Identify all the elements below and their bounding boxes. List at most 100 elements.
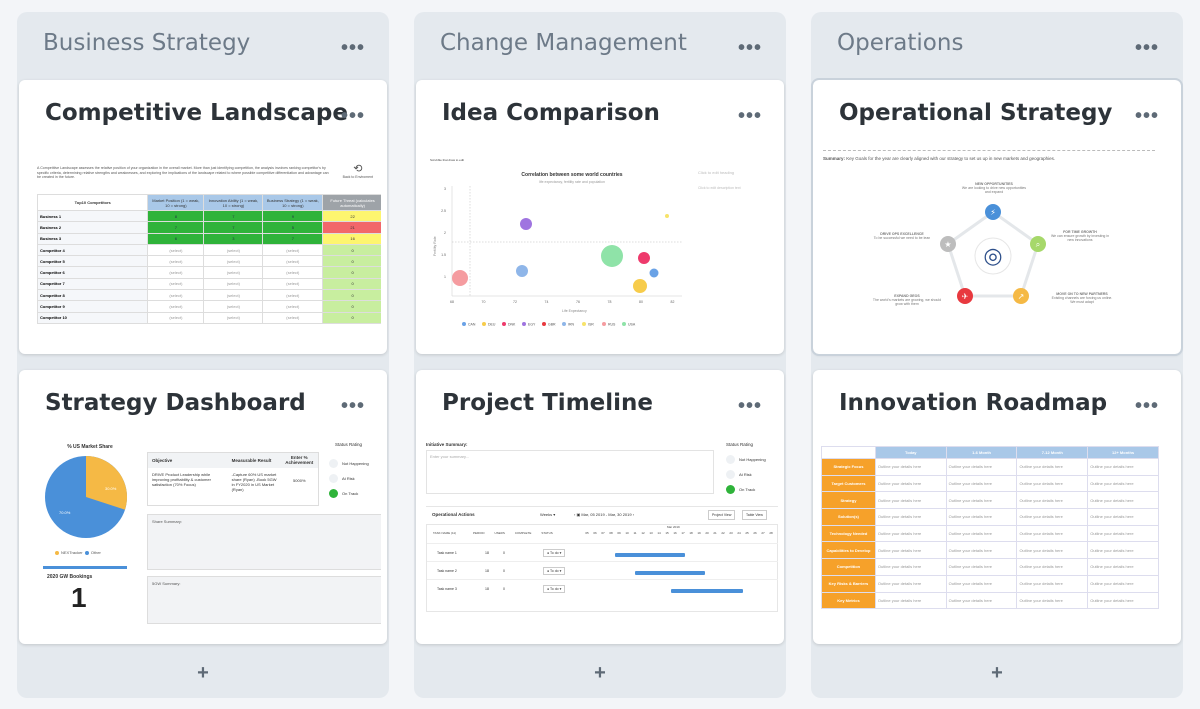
card-strategy-dashboard[interactable]: Strategy Dashboard ••• % US Market Share… xyxy=(19,370,387,644)
gantt-bar[interactable] xyxy=(615,553,685,557)
date-range[interactable]: ‹ ▣ Mar, 05 2019 - Mar, 30 2019 › xyxy=(574,512,635,517)
rating-select[interactable]: 7 xyxy=(203,209,264,223)
node-expand-geos[interactable] xyxy=(957,288,973,304)
card-menu-icon[interactable]: ••• xyxy=(737,105,762,127)
roadmap-cell[interactable]: Outline your details here xyxy=(1087,508,1159,526)
roadmap-cell[interactable]: Outline your details here xyxy=(945,508,1018,526)
rating-select[interactable]: (select) xyxy=(203,243,264,257)
rating-select[interactable]: 7 xyxy=(203,221,264,234)
roadmap-cell[interactable]: Outline your details here xyxy=(1016,474,1089,493)
rating-select[interactable]: 3 xyxy=(203,232,264,245)
initiative-input[interactable]: Enter your summary... xyxy=(426,450,714,494)
roadmap-cell[interactable]: Outline your details here xyxy=(945,558,1018,576)
column-menu-icon[interactable]: ••• xyxy=(340,37,365,59)
status-dot[interactable] xyxy=(726,470,735,480)
node-growth[interactable] xyxy=(1030,236,1046,252)
rating-select[interactable]: (select) xyxy=(147,243,205,257)
bubble-isr[interactable] xyxy=(665,214,669,218)
card-menu-icon[interactable]: ••• xyxy=(1134,395,1159,417)
card-menu-icon[interactable]: ••• xyxy=(737,395,762,417)
roadmap-cell[interactable]: Outline your details here xyxy=(1087,574,1159,593)
card-operational-strategy[interactable]: Operational Strategy ••• Summary: Key Go… xyxy=(811,78,1183,356)
roadmap-cell[interactable]: Outline your details here xyxy=(874,491,947,510)
rating-select[interactable]: (select) xyxy=(262,289,324,302)
node-new-opportunities[interactable] xyxy=(985,204,1001,220)
column-menu-icon[interactable]: ••• xyxy=(737,37,762,59)
card-menu-icon[interactable]: ••• xyxy=(1134,105,1159,127)
rating-select[interactable]: 7 xyxy=(147,221,205,234)
gantt-bar[interactable] xyxy=(635,571,705,575)
roadmap-cell[interactable]: Outline your details here xyxy=(1016,591,1089,610)
rating-select[interactable]: 6 xyxy=(147,232,205,245)
rating-select[interactable]: (select) xyxy=(203,311,264,324)
project-view-button[interactable]: Project View xyxy=(708,510,736,520)
roadmap-cell[interactable]: Outline your details here xyxy=(1087,541,1159,560)
roadmap-cell[interactable]: Outline your details here xyxy=(945,524,1018,543)
task-row[interactable]: Task name 3 18 0 ● To do ▾ xyxy=(427,579,778,597)
roadmap-cell[interactable]: Outline your details here xyxy=(874,574,947,593)
rating-select[interactable]: 8 xyxy=(147,209,205,223)
roadmap-cell[interactable]: Outline your details here xyxy=(1016,541,1089,560)
roadmap-cell[interactable]: Outline your details here xyxy=(874,458,947,476)
roadmap-cell[interactable]: Outline your details here xyxy=(1087,474,1159,493)
sgw-summary-box[interactable]: 5GW Summary: xyxy=(147,576,381,624)
rating-select[interactable]: (select) xyxy=(203,289,264,302)
status-dot[interactable] xyxy=(726,455,735,465)
rating-select[interactable]: (select) xyxy=(262,266,324,279)
weeks-select[interactable]: Weeks ▾ xyxy=(540,512,556,517)
roadmap-cell[interactable]: Outline your details here xyxy=(945,458,1018,476)
roadmap-cell[interactable]: Outline your details here xyxy=(1087,458,1159,476)
roadmap-cell[interactable]: Outline your details here xyxy=(1087,591,1159,610)
roadmap-cell[interactable]: Outline your details here xyxy=(874,541,947,560)
rating-select[interactable]: 7 xyxy=(262,232,324,245)
bubble-egy[interactable] xyxy=(520,218,532,230)
roadmap-cell[interactable]: Outline your details here xyxy=(945,591,1018,610)
bubble-can[interactable] xyxy=(452,270,468,286)
node-ops-excellence[interactable] xyxy=(940,236,956,252)
bubble-irn[interactable] xyxy=(516,265,528,277)
roadmap-cell[interactable]: Outline your details here xyxy=(1016,458,1089,476)
node-partners[interactable] xyxy=(1013,288,1029,304)
description-placeholder[interactable]: Click to edit description text xyxy=(698,186,741,190)
bubble-gbr[interactable] xyxy=(638,252,650,264)
card-menu-icon[interactable]: ••• xyxy=(340,395,365,417)
roadmap-cell[interactable]: Outline your details here xyxy=(1016,491,1089,510)
status-dot[interactable] xyxy=(726,485,735,495)
share-summary-box[interactable]: Share Summary: xyxy=(147,514,381,570)
roadmap-cell[interactable]: Outline your details here xyxy=(874,558,947,576)
roadmap-cell[interactable]: Outline your details here xyxy=(874,474,947,493)
roadmap-cell[interactable]: Outline your details here xyxy=(1087,524,1159,543)
rating-select[interactable]: (select) xyxy=(203,255,264,268)
roadmap-cell[interactable]: Outline your details here xyxy=(945,541,1018,560)
back-to-environment[interactable]: ⟲ Back to Enviroment xyxy=(343,162,373,179)
rating-select[interactable]: (select) xyxy=(147,289,205,302)
rating-select[interactable]: 5 xyxy=(262,221,324,234)
add-card-button[interactable]: + xyxy=(197,662,209,684)
rating-select[interactable]: (select) xyxy=(147,311,205,324)
roadmap-cell[interactable]: Outline your details here xyxy=(1016,508,1089,526)
rating-select[interactable]: (select) xyxy=(147,277,205,291)
add-card-button[interactable]: + xyxy=(991,662,1003,684)
bubble-usa[interactable] xyxy=(601,245,623,267)
roadmap-cell[interactable]: Outline your details here xyxy=(1016,524,1089,543)
task-status-select[interactable]: ● To do ▾ xyxy=(543,585,566,593)
task-status-select[interactable]: ● To do ▾ xyxy=(543,567,566,575)
card-competitive-landscape[interactable]: Competitive Landscape ••• A Competitive … xyxy=(19,80,387,354)
roadmap-cell[interactable]: Outline your details here xyxy=(874,524,947,543)
bubble-rus[interactable] xyxy=(649,268,659,278)
status-dot[interactable] xyxy=(329,474,338,484)
task-row[interactable]: Task name 2 18 0 ● To do ▾ xyxy=(427,561,778,579)
task-row[interactable]: Task name 1 18 0 ● To do ▾ xyxy=(427,543,778,561)
rating-select[interactable]: (select) xyxy=(262,255,324,268)
rating-select[interactable]: (select) xyxy=(262,300,324,313)
task-status-select[interactable]: ● To do ▾ xyxy=(543,549,566,557)
roadmap-cell[interactable]: Outline your details here xyxy=(874,591,947,610)
rating-select[interactable]: (select) xyxy=(203,300,264,313)
rating-select[interactable]: (select) xyxy=(203,266,264,279)
roadmap-cell[interactable]: Outline your details here xyxy=(945,574,1018,593)
card-project-timeline[interactable]: Project Timeline ••• Initiative Summary:… xyxy=(416,370,784,644)
roadmap-cell[interactable]: Outline your details here xyxy=(1087,558,1159,576)
rating-select[interactable]: 9 xyxy=(262,209,324,223)
roadmap-cell[interactable]: Outline your details here xyxy=(874,508,947,526)
table-view-button[interactable]: Table View xyxy=(742,510,767,520)
